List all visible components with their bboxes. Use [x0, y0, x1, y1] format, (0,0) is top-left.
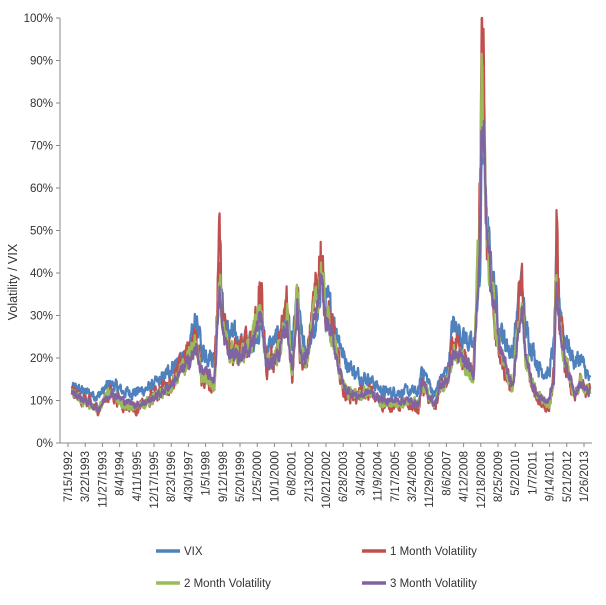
x-tick-label: 1/7/2011	[527, 451, 539, 495]
x-tick-label: 3/22/1993	[80, 451, 92, 502]
x-tick-label: 9/12/1998	[218, 451, 230, 502]
legend-label-2-month-volatility: 2 Month Volatility	[184, 578, 271, 590]
x-tick-label: 5/20/1999	[235, 451, 247, 502]
x-tick-label: 8/23/1996	[166, 451, 178, 502]
x-tick-label: 6/28/2003	[338, 451, 350, 502]
x-tick-label: 2/13/2002	[304, 451, 316, 502]
x-tick-label: 1/26/2013	[579, 451, 591, 502]
plot-area	[59, 18, 592, 444]
y-axis-title: Volatility / VIX	[6, 243, 20, 320]
x-tick-label: 9/14/2011	[545, 451, 557, 501]
y-tick-label: 70%	[30, 141, 53, 153]
x-tick-label: 3/4/2004	[355, 450, 367, 495]
y-tick-label: 50%	[30, 226, 53, 238]
x-tick-label: 7/17/2005	[390, 451, 402, 502]
x-tick-label: 10/21/2002	[321, 451, 333, 509]
y-tick-label: 0%	[36, 438, 53, 450]
y-tick-label: 80%	[30, 98, 53, 110]
series-layer	[70, 16, 592, 417]
x-tick-label: 10/1/2000	[269, 451, 281, 502]
y-axis: 0% 10% 20% 30% 40% 50% 60% 70% 80% 90% 100%	[24, 13, 60, 450]
series-line-3-month-volatility	[70, 119, 591, 413]
x-tick-label: 1/5/1998	[201, 451, 213, 496]
y-tick-label: 90%	[30, 56, 53, 68]
x-tick-label: 12/17/1995	[149, 451, 161, 509]
series-line-vix	[70, 108, 592, 402]
x-tick-label: 11/29/2006	[424, 451, 436, 508]
x-tick-label: 1/25/2000	[252, 451, 264, 502]
y-tick-label: 20%	[30, 353, 53, 365]
x-tick-label: 4/12/2008	[459, 451, 471, 502]
x-tick-label: 12/18/2008	[476, 451, 488, 509]
y-tick-label: 10%	[30, 396, 53, 408]
x-axis: 7/15/1992 3/22/1993 11/27/1993 8/4/1994 4/11…	[63, 443, 591, 509]
x-tick-label: 5/2/2010	[510, 451, 522, 496]
x-tick-label: 4/11/1995	[132, 451, 144, 501]
x-tick-label: 7/15/1992	[63, 451, 75, 502]
x-tick-label: 8/6/2007	[441, 451, 453, 496]
x-tick-label: 6/8/2001	[287, 451, 299, 496]
x-tick-label: 3/24/2006	[407, 451, 419, 502]
y-tick-label: 30%	[30, 311, 53, 323]
x-tick-label: 11/27/1993	[97, 451, 109, 508]
y-tick-label: 40%	[30, 268, 53, 280]
x-tick-label: 11/9/2004	[373, 450, 385, 501]
x-tick-label: 4/30/1997	[183, 451, 195, 502]
x-tick-label: 8/25/2009	[493, 451, 505, 502]
x-tick-label: 5/21/2012	[562, 451, 574, 502]
y-tick-label: 60%	[30, 183, 53, 195]
legend: VIX 1 Month Volatility 2 Month Volatility 3…	[156, 546, 477, 590]
legend-label-1-month-volatility: 1 Month Volatility	[390, 546, 477, 558]
legend-label-vix: VIX	[184, 546, 203, 558]
y-tick-label: 100%	[24, 13, 53, 25]
x-tick-label: 8/4/1994	[115, 450, 127, 495]
legend-label-3-month-volatility: 3 Month Volatility	[390, 578, 477, 590]
